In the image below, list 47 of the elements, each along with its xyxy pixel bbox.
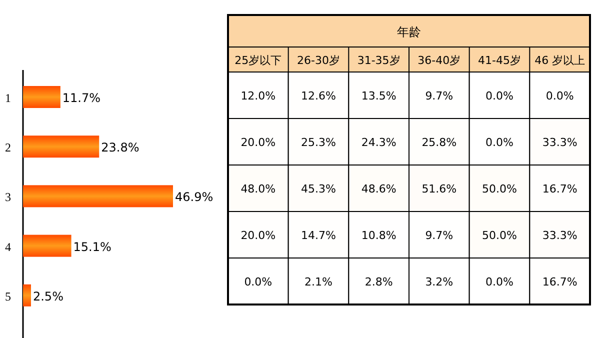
y-tick-label: 4: [5, 240, 11, 254]
data-label: 14.7%: [301, 228, 336, 242]
data-label: 12.6%: [301, 89, 336, 102]
data-label: 0.0%: [546, 89, 574, 102]
y-tick-label: 1: [5, 91, 11, 105]
data-label: 11.7%: [62, 91, 101, 105]
chart-title: 年龄: [397, 25, 421, 39]
x-tick-label: 26-30岁: [297, 54, 340, 67]
data-label: 9.7%: [425, 228, 454, 242]
data-label: 33.3%: [542, 136, 578, 149]
data-label: 2.5%: [32, 289, 64, 304]
data-label: 48.0%: [240, 182, 276, 196]
data-label: 25.3%: [301, 136, 336, 149]
data-label: 16.7%: [542, 182, 578, 196]
data-label: 33.3%: [542, 228, 578, 242]
y-tick-label: 2: [5, 140, 11, 155]
data-label: 50.0%: [482, 182, 517, 196]
data-label: 10.8%: [361, 228, 396, 242]
data-label: 13.5%: [361, 89, 396, 102]
data-label: 20.0%: [240, 136, 276, 149]
data-label: 15.1%: [73, 240, 112, 254]
x-tick-label: 36-40岁: [418, 54, 461, 67]
data-label: 2.1%: [304, 275, 332, 288]
data-label: 20.0%: [240, 228, 276, 242]
data-label: 0.0%: [486, 136, 514, 149]
y-tick-label: 3: [5, 190, 11, 204]
x-tick-label: 46 岁以上: [534, 54, 586, 67]
data-label: 0.0%: [486, 89, 514, 102]
data-label: 46.9%: [175, 190, 214, 204]
data-label: 0.0%: [486, 275, 514, 288]
data-label: 50.0%: [482, 228, 517, 242]
data-label: 51.6%: [422, 182, 457, 196]
data-label: 12.0%: [240, 89, 276, 102]
data-label: 24.3%: [361, 136, 396, 149]
data-label: 48.6%: [361, 182, 396, 196]
data-label: 23.8%: [101, 140, 140, 155]
data-label: 16.7%: [542, 275, 578, 288]
data-label: 0.0%: [244, 275, 272, 288]
x-tick-label: 31-35岁: [357, 54, 400, 67]
data-label: 25.8%: [422, 136, 457, 149]
x-tick-label: 41-45岁: [478, 54, 521, 67]
data-label: 9.7%: [425, 89, 454, 102]
data-label: 2.8%: [364, 275, 393, 288]
y-tick-label: 5: [5, 289, 11, 304]
data-label: 45.3%: [301, 182, 336, 196]
data-label: 3.2%: [425, 275, 454, 288]
x-tick-label: 25岁以下: [234, 54, 282, 67]
